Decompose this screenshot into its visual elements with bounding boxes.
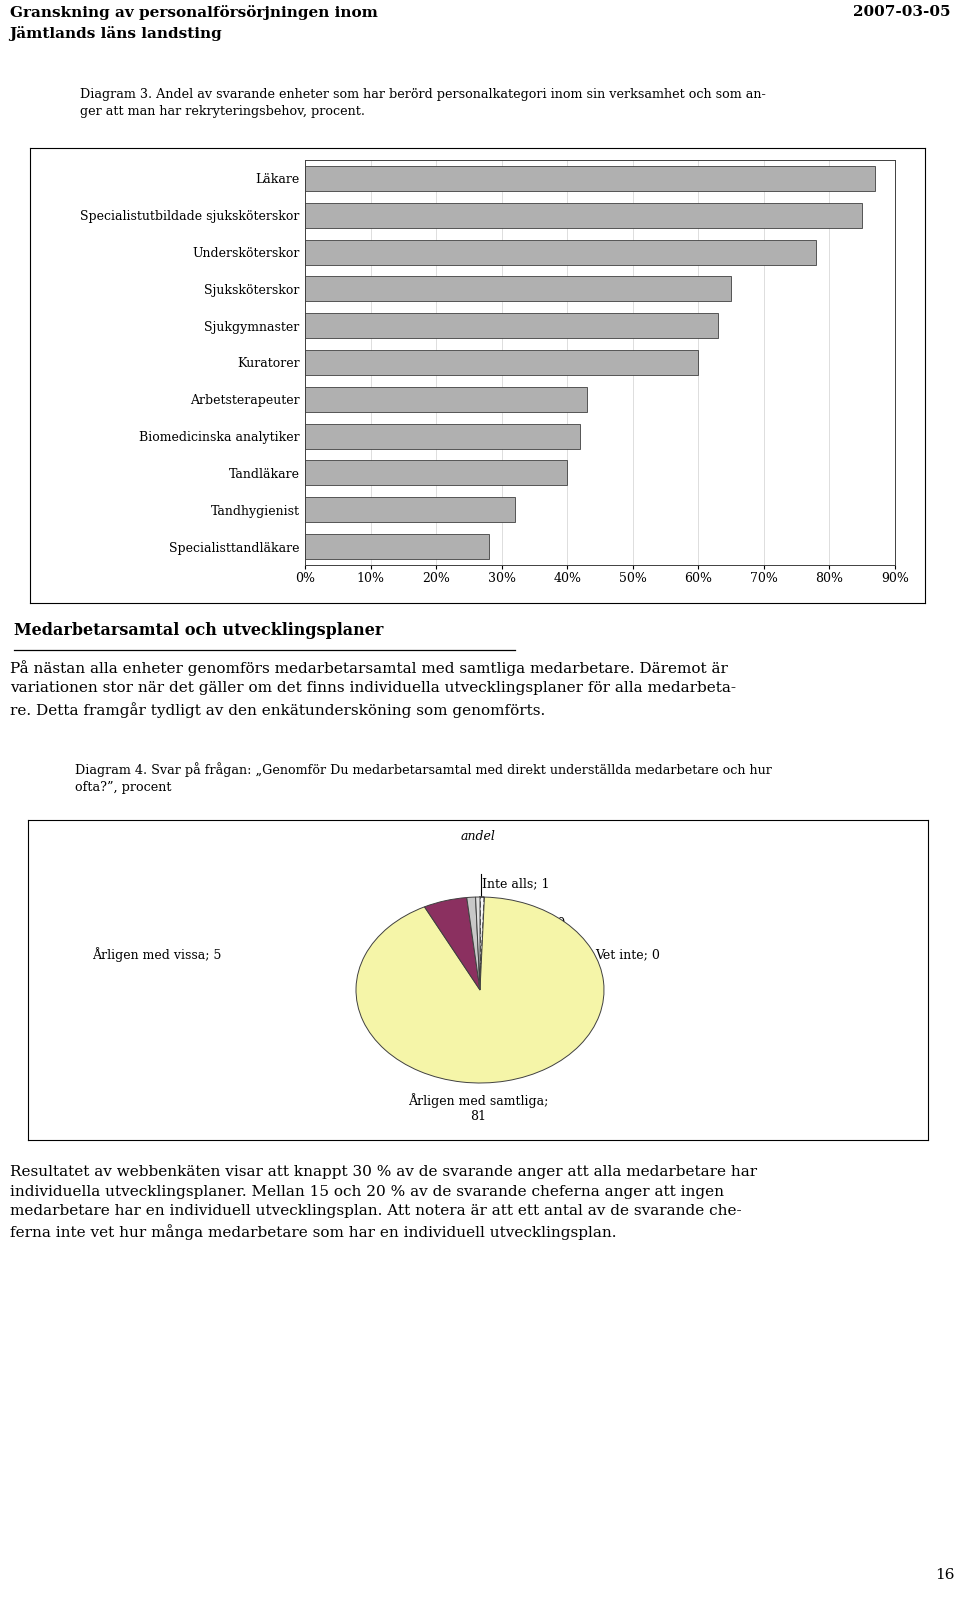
- Wedge shape: [356, 897, 604, 1082]
- Bar: [305, 203, 862, 227]
- Bar: [305, 535, 489, 559]
- Wedge shape: [467, 897, 480, 989]
- Text: Årligen med samtliga;
81: Årligen med samtliga; 81: [408, 1093, 548, 1122]
- Text: Inte alls; 1: Inte alls; 1: [483, 877, 550, 890]
- Bar: [305, 461, 567, 485]
- Text: På nästan alla enheter genomförs medarbetarsamtal med samtliga medarbetare. Däre: På nästan alla enheter genomförs medarbe…: [10, 660, 735, 717]
- Bar: [305, 167, 876, 191]
- Text: andel: andel: [461, 829, 495, 842]
- Text: Diagram 3. Andel av svarande enheter som har berörd personalkategori inom sin ve: Diagram 3. Andel av svarande enheter som…: [80, 88, 766, 118]
- Text: Vid behov ; 0: Vid behov ; 0: [483, 916, 565, 929]
- Wedge shape: [475, 897, 480, 989]
- Text: Årligen med vissa; 5: Årligen med vissa; 5: [92, 946, 222, 962]
- Bar: [305, 387, 587, 411]
- Bar: [305, 314, 718, 338]
- Wedge shape: [424, 898, 480, 989]
- Bar: [305, 240, 816, 264]
- Bar: [305, 424, 581, 448]
- Text: 16: 16: [935, 1567, 955, 1582]
- Bar: [305, 351, 698, 375]
- Bar: [305, 498, 515, 522]
- Text: 2007-03-05: 2007-03-05: [852, 5, 950, 19]
- Wedge shape: [480, 897, 485, 989]
- Bar: [305, 277, 732, 301]
- Text: Diagram 4. Svar på frågan: „Genomför Du medarbetarsamtal med direkt underställda: Diagram 4. Svar på frågan: „Genomför Du …: [75, 762, 772, 794]
- Text: Vet inte; 0: Vet inte; 0: [595, 948, 660, 961]
- Text: Resultatet av webbenkäten visar att knappt 30 % av de svarande anger att alla me: Resultatet av webbenkäten visar att knap…: [10, 1166, 756, 1241]
- Text: Medarbetarsamtal och utvecklingsplaner: Medarbetarsamtal och utvecklingsplaner: [14, 621, 383, 639]
- Text: Granskning av personalförsörjningen inom
Jämtlands läns landsting: Granskning av personalförsörjningen inom…: [10, 5, 377, 42]
